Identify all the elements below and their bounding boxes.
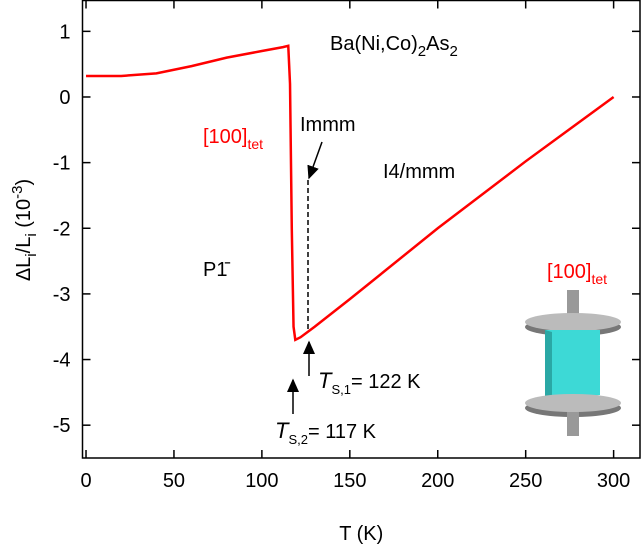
y-tick-label: -5 [53, 415, 71, 437]
direction-label: [100]tet [203, 126, 263, 152]
x-tick-label: 100 [245, 470, 278, 492]
inset-label: [100]tet [547, 261, 607, 287]
x-tick-label: 250 [509, 470, 542, 492]
x-axis-title: T (K) [339, 523, 383, 545]
immm-label: Immm [300, 114, 356, 136]
arrow [307, 141, 323, 180]
x-tick-label: 150 [333, 470, 366, 492]
y-tick-label: -3 [53, 284, 71, 306]
y-tick-label: -4 [53, 350, 71, 372]
y-axis-title: ΔLi/Li (10-3) [9, 179, 40, 281]
ts2-label: TS,2= 117 K [275, 418, 377, 447]
y-tick-label: -1 [53, 153, 71, 175]
x-tick-label: 0 [80, 470, 91, 492]
y-tick-label: -2 [53, 218, 71, 240]
y-axis-title-part: (10 [13, 199, 35, 233]
y-axis-title-part: /L [13, 237, 35, 254]
y-axis-title-part: ΔL [13, 257, 35, 281]
plot-frame [81, 0, 641, 459]
y-axis-title-part: i [23, 253, 40, 256]
x-tick-label: 300 [597, 470, 630, 492]
data-line [86, 44, 615, 342]
compound-label: Ba(Ni,Co)2As2 [330, 33, 458, 60]
i4-label: I4/mmm [383, 161, 455, 183]
p1-label: P1̄ [203, 259, 230, 281]
sample-icon [525, 290, 621, 436]
y-axis-title-part: i [23, 233, 40, 236]
y-axis-title-part: ) [13, 179, 35, 186]
y-tick-label: 0 [59, 87, 70, 109]
y-tick-label: 1 [59, 21, 70, 43]
y-axis-title-part: -3 [9, 186, 26, 199]
ts1-label: TS,1= 122 K [318, 368, 421, 397]
x-tick-label: 50 [163, 470, 185, 492]
annotations: Ba(Ni,Co)2As2 [100]tet Immm I4/mmm P1̄ T… [203, 33, 621, 447]
x-tick-label: 200 [421, 470, 454, 492]
